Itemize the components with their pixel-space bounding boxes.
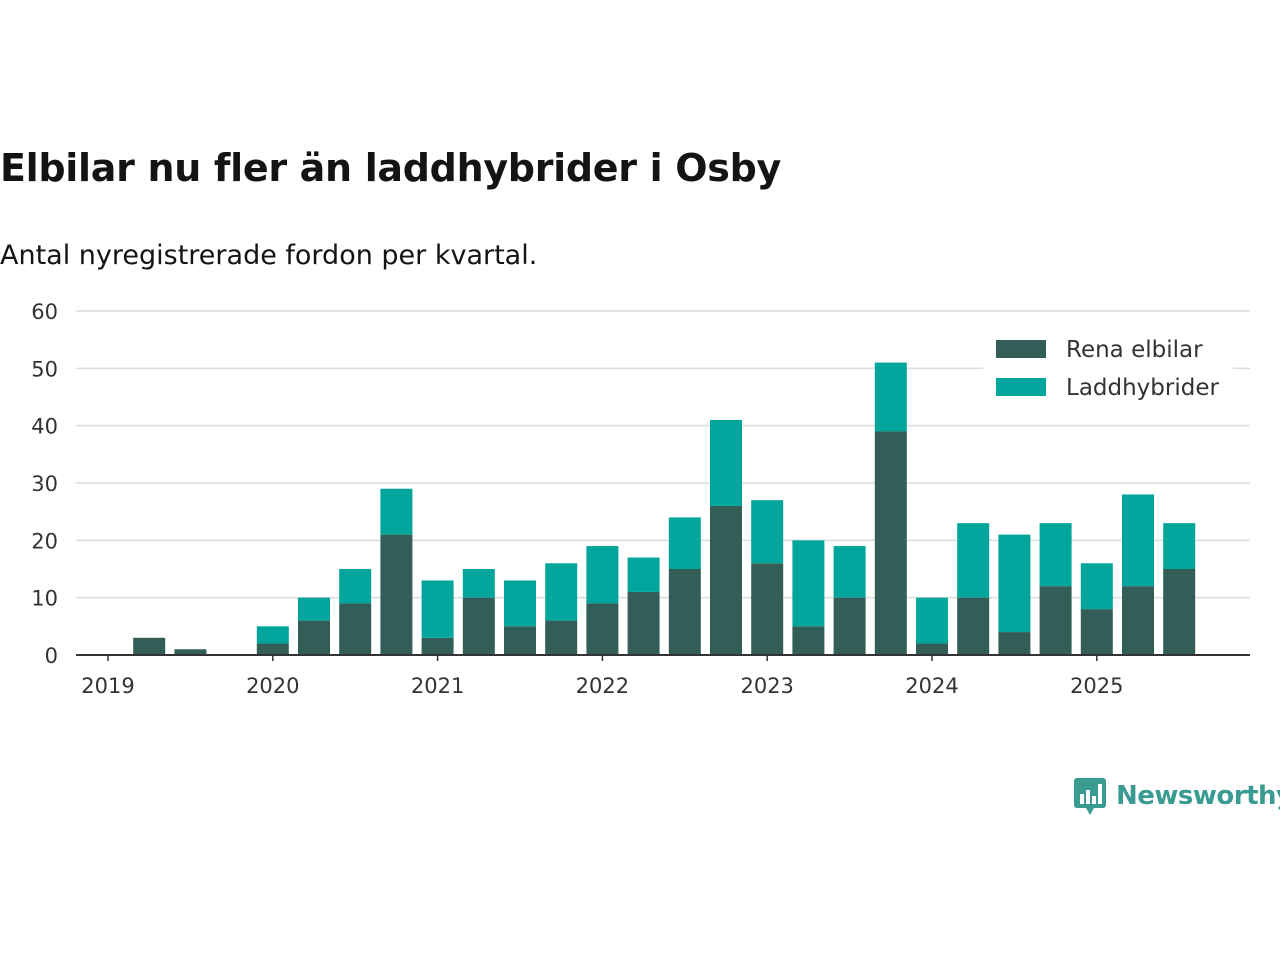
bar-rena-elbilar — [751, 563, 784, 655]
bar-laddhybrider — [751, 500, 784, 564]
y-tick-label: 10 — [31, 587, 58, 611]
bar-rena-elbilar — [586, 603, 619, 655]
bar-laddhybrider — [998, 534, 1031, 633]
bar-rena-elbilar — [710, 505, 742, 655]
bar-rena-elbilar — [998, 632, 1031, 655]
y-tick-label: 30 — [31, 472, 58, 496]
legend-swatch — [996, 340, 1046, 358]
bar-laddhybrider — [710, 419, 742, 506]
chart-title: Elbilar nu fler än laddhybrider i Osby — [0, 146, 781, 190]
bar-rena-elbilar — [421, 637, 454, 655]
legend-label: Rena elbilar — [1066, 337, 1203, 363]
legend-swatch — [996, 378, 1046, 396]
bar-laddhybrider — [380, 488, 413, 535]
bar-rena-elbilar — [1122, 586, 1154, 655]
x-axis: 2019 2020 2021 2022 2023 2024 2025 — [81, 655, 1124, 698]
x-tick-label: 2020 — [246, 674, 299, 698]
bar-laddhybrider — [1080, 563, 1113, 610]
bar-laddhybrider — [462, 569, 495, 598]
y-tick-label: 60 — [31, 300, 58, 324]
bar-rena-elbilar — [668, 569, 701, 655]
y-tick-label: 0 — [45, 644, 58, 668]
bar-laddhybrider — [1163, 523, 1196, 569]
x-tick-label: 2023 — [740, 674, 793, 698]
y-tick-label: 20 — [31, 529, 58, 553]
bar-rena-elbilar — [916, 643, 948, 655]
bar-rena-elbilar — [792, 626, 825, 655]
bar-rena-elbilar — [174, 649, 207, 655]
y-axis: 0 10 20 30 40 50 60 — [31, 300, 58, 668]
bar-laddhybrider — [298, 597, 330, 621]
x-tick-label: 2025 — [1070, 674, 1123, 698]
bar-laddhybrider — [957, 523, 990, 598]
x-tick-label: 2024 — [905, 674, 958, 698]
bar-rena-elbilar — [504, 626, 536, 655]
bar-laddhybrider — [627, 557, 660, 592]
chart-subtitle: Antal nyregistrerade fordon per kvartal. — [0, 240, 538, 271]
bar-laddhybrider — [339, 569, 372, 604]
bar-rena-elbilar — [380, 534, 413, 655]
newsworthy-logo-icon — [1074, 778, 1106, 815]
bar-rena-elbilar — [957, 597, 990, 655]
newsworthy-logo-text: Newsworthy — [1116, 781, 1280, 811]
bar-rena-elbilar — [874, 431, 907, 655]
gridlines — [76, 310, 1250, 599]
bar-laddhybrider — [545, 563, 578, 621]
bars — [133, 362, 1196, 655]
bar-laddhybrider — [256, 626, 289, 644]
bar-rena-elbilar — [462, 597, 495, 655]
legend: Rena elbilar Laddhybrider — [983, 328, 1233, 412]
bar-laddhybrider — [421, 580, 454, 638]
x-tick-label: 2019 — [81, 674, 134, 698]
y-tick-label: 50 — [31, 357, 58, 381]
bar-rena-elbilar — [833, 597, 866, 655]
y-tick-label: 40 — [31, 415, 58, 439]
bar-rena-elbilar — [1080, 609, 1113, 655]
bar-laddhybrider — [1039, 523, 1072, 587]
bar-rena-elbilar — [256, 643, 289, 655]
bar-rena-elbilar — [133, 637, 166, 655]
legend-label: Laddhybrider — [1066, 375, 1219, 401]
bar-laddhybrider — [874, 362, 907, 432]
bar-rena-elbilar — [1163, 569, 1196, 655]
bar-laddhybrider — [916, 597, 948, 644]
bar-laddhybrider — [504, 580, 536, 627]
bar-rena-elbilar — [298, 620, 330, 655]
bar-laddhybrider — [833, 546, 866, 598]
bar-laddhybrider — [792, 540, 825, 627]
bar-rena-elbilar — [339, 603, 372, 655]
bar-laddhybrider — [1122, 494, 1154, 587]
newsworthy-logo: Newsworthy — [1072, 776, 1280, 816]
x-tick-label: 2022 — [576, 674, 629, 698]
bar-laddhybrider — [668, 517, 701, 569]
bar-laddhybrider — [586, 546, 619, 604]
bar-rena-elbilar — [627, 591, 660, 655]
x-tick-label: 2021 — [411, 674, 464, 698]
bar-rena-elbilar — [1039, 586, 1072, 655]
bar-rena-elbilar — [545, 620, 578, 655]
